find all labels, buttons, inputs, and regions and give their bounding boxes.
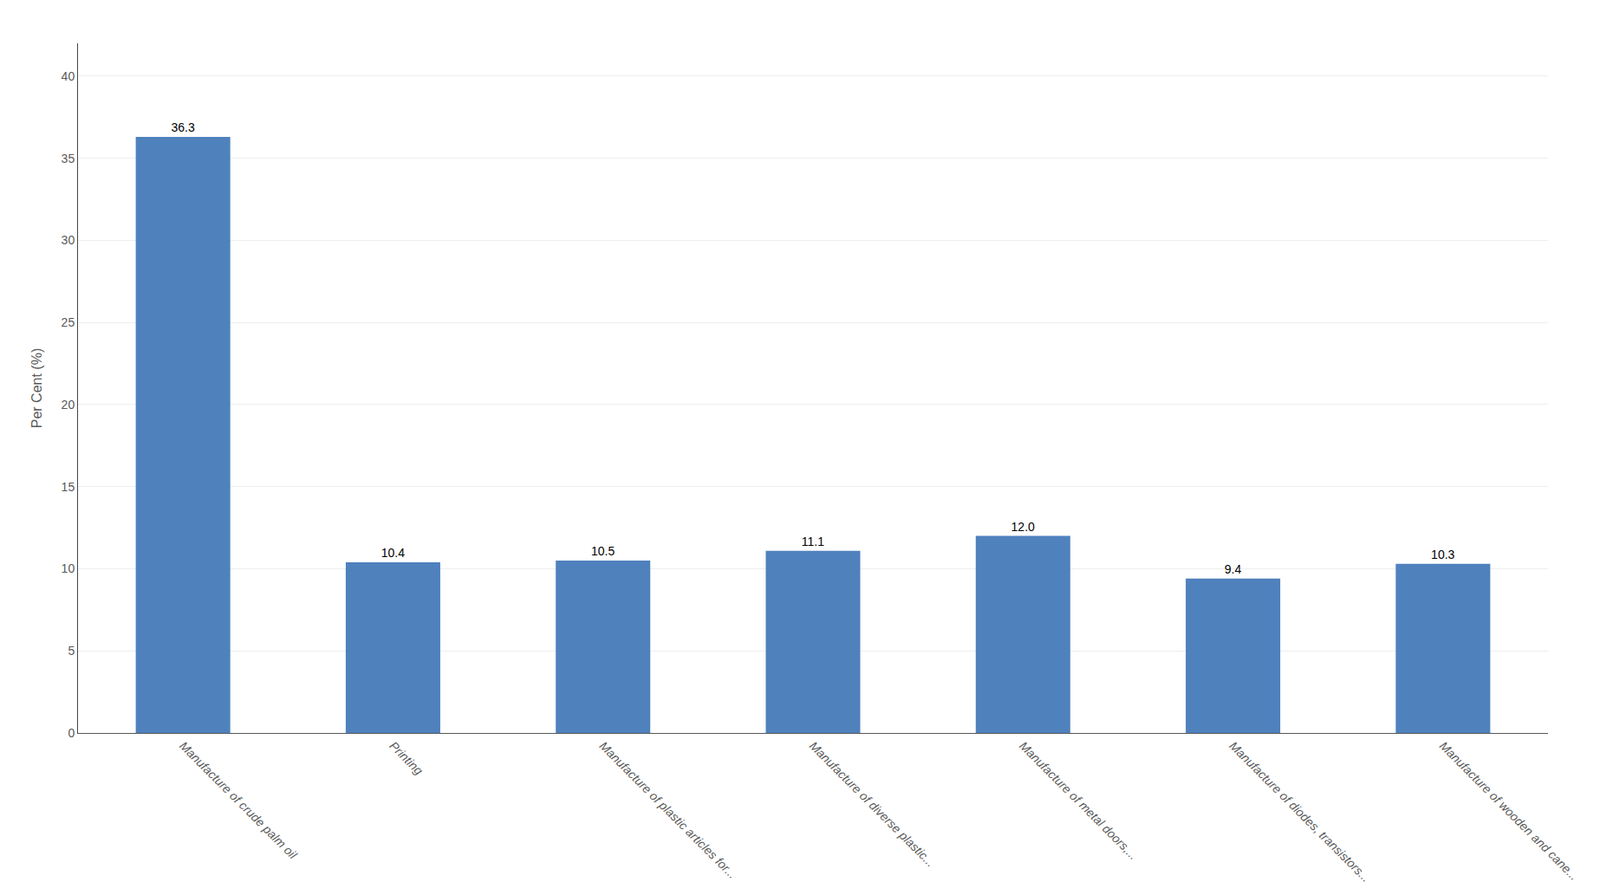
svg-text:10.3: 10.3	[1430, 547, 1455, 562]
svg-text:11.1: 11.1	[801, 534, 825, 549]
svg-text:10.5: 10.5	[591, 544, 615, 559]
svg-text:Manufacture of crude palm oil: Manufacture of crude palm oil	[176, 739, 300, 863]
svg-text:30: 30	[61, 233, 76, 248]
svg-text:9.4: 9.4	[1224, 562, 1243, 577]
svg-text:Manufacture of plastic article: Manufacture of plastic articles for...	[597, 739, 740, 882]
svg-text:Manufacture of diverse plastic: Manufacture of diverse plastic...	[806, 739, 938, 871]
svg-text:20: 20	[61, 397, 76, 412]
svg-text:36.3: 36.3	[170, 120, 195, 135]
svg-text:5: 5	[67, 643, 75, 658]
svg-text:25: 25	[61, 315, 76, 330]
svg-text:15: 15	[61, 480, 76, 495]
svg-text:Per Cent (%): Per Cent (%)	[29, 348, 45, 429]
svg-text:Manufacture of metal doors,...: Manufacture of metal doors,...	[1016, 739, 1141, 864]
svg-text:Printing: Printing	[386, 739, 426, 779]
svg-text:40: 40	[61, 69, 76, 84]
svg-text:Manufacture of wooden and cane: Manufacture of wooden and cane...	[1437, 739, 1582, 885]
svg-text:35: 35	[61, 151, 76, 166]
svg-text:12.0: 12.0	[1011, 520, 1035, 534]
svg-text:10: 10	[61, 561, 76, 576]
svg-text:Manufacture of diodes, transis: Manufacture of diodes, transistors...	[1226, 739, 1373, 886]
svg-text:0: 0	[67, 726, 75, 741]
svg-text:10.4: 10.4	[381, 546, 405, 560]
